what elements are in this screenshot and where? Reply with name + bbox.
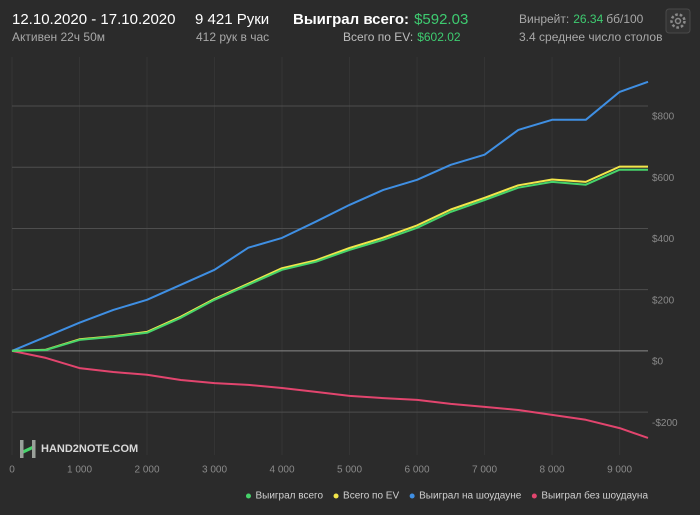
legend-item: Выиграл на шоудауне: [409, 491, 522, 502]
series-line: [11, 168, 648, 352]
won-total: Выиграл всего: $592.03: [293, 11, 468, 28]
lines: [11, 80, 649, 439]
winrate-unit: бб/100: [606, 12, 643, 26]
dates: 12.10.2020 - 17.10.2020: [12, 11, 175, 28]
ev-total: Всего по EV: $602.02: [343, 30, 461, 44]
winrate-label: Винрейт:: [519, 12, 569, 26]
logo: HAND2NOTE.COM: [20, 440, 138, 458]
won-label: Выиграл всего:: [293, 11, 409, 28]
legend-item: Выиграл всего: [245, 491, 323, 502]
legend-label: Выиграл всего: [255, 491, 323, 502]
x-tick-label: 5 000: [337, 465, 362, 476]
x-tick-label: 6 000: [405, 465, 430, 476]
winrate-value: 26.34: [573, 12, 603, 26]
logo-text: HAND2NOTE.COM: [41, 443, 138, 455]
legend-label: Выиграл без шоудауна: [541, 490, 648, 502]
legend-marker: [531, 493, 537, 499]
series-line: [11, 80, 649, 352]
x-tick-label: 9 000: [607, 465, 632, 476]
x-tick-label: 4 000: [270, 465, 295, 476]
active-time: Активен 22ч 50м: [12, 30, 105, 44]
legend-item: Выиграл без шоудауна: [531, 490, 648, 502]
legend-marker: [333, 493, 339, 499]
legend-marker: [409, 493, 415, 499]
x-tick-label: 1 000: [67, 465, 92, 476]
x-tick-label: 2 000: [135, 465, 160, 476]
y-tick-label: $0: [652, 357, 664, 368]
y-tick-label: $600: [652, 173, 675, 184]
ev-value: $602.02: [417, 30, 461, 44]
ev-label: Всего по EV:: [343, 30, 413, 44]
x-tick-label: 3 000: [202, 465, 227, 476]
legend-label: Всего по EV: [343, 491, 399, 502]
legend: Выиграл без шоудауна Выиграл на шоудауне В…: [245, 490, 648, 502]
won-value: $592.03: [414, 11, 468, 28]
legend-label: Выиграл на шоудауне: [419, 491, 522, 502]
tables: 3.4 среднее число столов: [519, 30, 662, 44]
hands-per-hour: 412 рук в час: [196, 30, 269, 44]
winrate: Винрейт: 26.34 бб/100: [519, 12, 644, 26]
hands: 9 421 Руки: [195, 11, 269, 28]
y-tick-label: $200: [652, 295, 675, 306]
legend-item: Всего по EV: [333, 491, 399, 502]
axes: 0 1 000 2 000 3 000 4 000 5 000 6 000 7 000 8 00…: [9, 112, 678, 476]
series-line: [11, 349, 649, 439]
x-tick-label: 8 000: [540, 465, 565, 476]
settings-button[interactable]: [665, 8, 691, 34]
y-tick-label: -$200: [652, 418, 678, 429]
x-tick-label: 7 000: [472, 465, 497, 476]
y-tick-label: $400: [652, 234, 675, 245]
x-tick-label: 0: [9, 465, 15, 476]
y-tick-label: $800: [652, 112, 675, 123]
legend-marker: [245, 493, 251, 499]
